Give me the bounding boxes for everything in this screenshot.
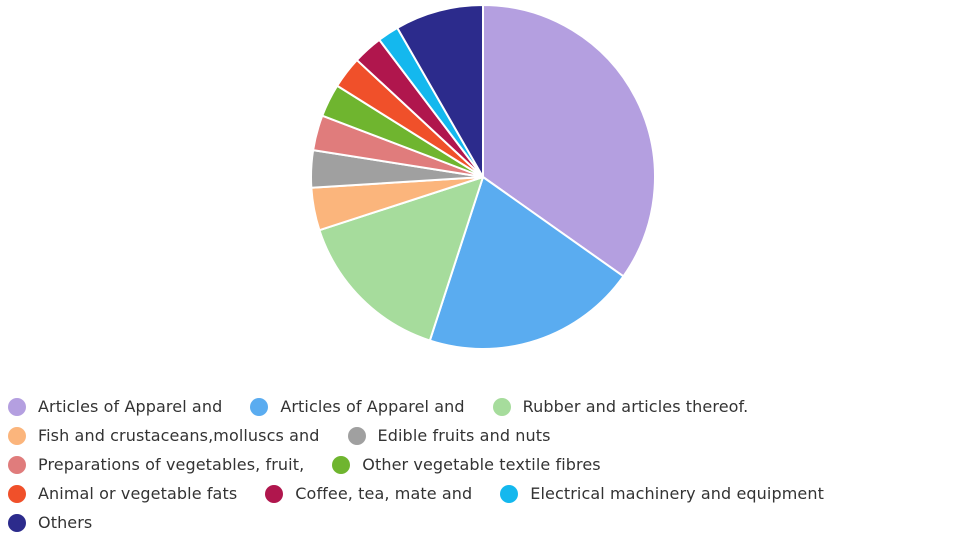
legend-item-3[interactable]: Fish and crustaceans,molluscs and xyxy=(8,426,320,445)
legend-row: Fish and crustaceans,molluscs and Edible … xyxy=(8,421,958,450)
legend-item-4[interactable]: Edible fruits and nuts xyxy=(347,426,551,445)
legend-item-7[interactable]: Animal or vegetable fats xyxy=(8,484,237,503)
pie-slices xyxy=(310,4,656,350)
legend-label-0: Articles of Apparel and xyxy=(38,397,223,416)
legend-swatch-0 xyxy=(8,397,26,416)
legend-label-1: Articles of Apparel and xyxy=(280,397,465,416)
legend-label-4: Edible fruits and nuts xyxy=(377,426,551,445)
pie-slice-1[interactable] xyxy=(428,176,625,350)
legend-label-10: Others xyxy=(38,513,93,532)
legend-swatch-7 xyxy=(8,484,26,503)
legend-label-6: Other vegetable textile fibres xyxy=(362,455,601,474)
pie-slice-10[interactable] xyxy=(396,4,484,178)
legend-swatch-2 xyxy=(492,397,511,416)
legend-item-6[interactable]: Other vegetable textile fibres xyxy=(332,455,601,474)
legend-row: Articles of Apparel and Articles of Appar… xyxy=(8,392,958,421)
legend-row: Preparations of vegetables, fruit, Other … xyxy=(8,450,958,479)
legend-row: Others xyxy=(8,508,958,537)
legend-label-5: Preparations of vegetables, fruit, xyxy=(38,455,305,474)
legend-item-5[interactable]: Preparations of vegetables, fruit, xyxy=(8,455,304,474)
legend-swatch-6 xyxy=(332,455,351,474)
pie-slice-0[interactable] xyxy=(482,4,656,278)
legend-label-8: Coffee, tea, mate and xyxy=(295,484,473,503)
legend-item-0[interactable]: Articles of Apparel and xyxy=(8,397,222,416)
legend-label-7: Animal or vegetable fats xyxy=(38,484,238,503)
legend-swatch-9 xyxy=(500,484,519,503)
pie-chart xyxy=(310,4,656,350)
legend-swatch-10 xyxy=(8,513,26,532)
legend-row: Animal or vegetable fats Coffee, tea, mat… xyxy=(8,479,958,508)
legend-swatch-3 xyxy=(8,426,26,445)
legend-label-9: Electrical machinery and equipment xyxy=(530,484,824,503)
legend-swatch-8 xyxy=(265,484,284,503)
legend-label-2: Rubber and articles thereof. xyxy=(522,397,749,416)
legend-item-2[interactable]: Rubber and articles thereof. xyxy=(492,397,749,416)
legend-item-10[interactable]: Others xyxy=(8,513,92,532)
legend-swatch-1 xyxy=(250,397,269,416)
legend-label-3: Fish and crustaceans,molluscs and xyxy=(38,426,320,445)
legend-item-9[interactable]: Electrical machinery and equipment xyxy=(500,484,824,503)
legend-item-8[interactable]: Coffee, tea, mate and xyxy=(265,484,472,503)
legend-swatch-4 xyxy=(347,426,366,445)
chart-legend: Articles of Apparel and Articles of Appar… xyxy=(8,392,958,537)
legend-item-1[interactable]: Articles of Apparel and xyxy=(250,397,465,416)
legend-swatch-5 xyxy=(8,455,26,474)
